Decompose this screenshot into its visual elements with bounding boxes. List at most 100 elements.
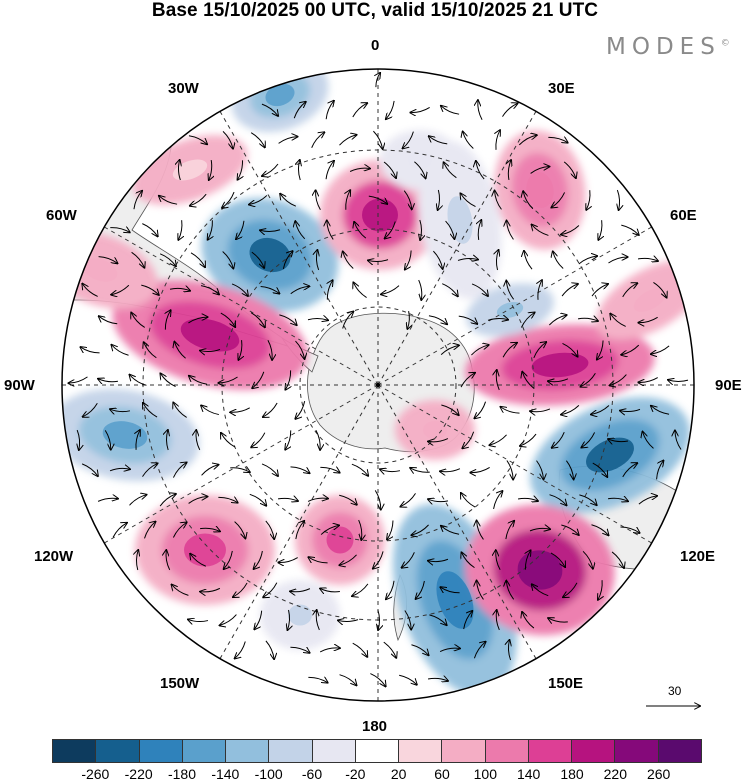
wind-vector: [638, 316, 658, 322]
wind-vector: [592, 462, 607, 477]
wind-vector: [548, 315, 566, 326]
wind-vector: [295, 521, 304, 540]
wind-vector: [548, 137, 567, 142]
wind-vector: [320, 525, 339, 535]
wind-vector: [445, 220, 455, 239]
wind-vector: [159, 196, 178, 205]
wind-vector: [502, 103, 517, 117]
wind-vector: [440, 468, 461, 472]
colorbar-swatch: [615, 739, 659, 763]
wind-vector: [104, 430, 111, 449]
wind-vector: [339, 135, 356, 146]
wind-vector: [378, 609, 380, 630]
wind-vector: [172, 522, 186, 538]
wind-vector: [370, 673, 385, 687]
wind-vector: [610, 314, 626, 327]
wind-vector: [188, 317, 207, 324]
wind-vector: [471, 345, 488, 356]
wind-vector: [440, 345, 459, 356]
wind-vector: [290, 466, 310, 473]
wind-vector: [611, 551, 624, 568]
wind-vector: [316, 190, 321, 210]
wind-vector: [178, 160, 180, 181]
wind-vector: [234, 521, 246, 539]
wind-vector: [579, 494, 596, 505]
wind-vector: [376, 73, 380, 88]
wind-vector: [457, 258, 478, 260]
wind-vector: [493, 491, 503, 510]
wind-vector: [307, 498, 328, 502]
wind-vector: [277, 498, 298, 501]
wind-vector: [617, 189, 619, 210]
wind-vector: [278, 137, 298, 144]
wind-vector: [144, 342, 157, 359]
wind-vector: [220, 312, 235, 327]
wind-vector: [637, 258, 658, 261]
wind-vector: [315, 429, 320, 450]
wind-vector: [327, 280, 332, 300]
colorbar-swatch: [399, 739, 443, 763]
lon-label-90w: 90W: [4, 377, 35, 394]
wind-vector: [520, 312, 534, 328]
wind-vector: [82, 284, 98, 297]
wind-vector: [111, 284, 130, 294]
wind-vector: [98, 256, 118, 264]
wind-vector: [496, 250, 498, 271]
anomaly-core: [362, 198, 398, 232]
wind-vector: [428, 499, 449, 501]
wind-vector: [368, 195, 387, 204]
wind-vector: [591, 405, 610, 415]
wind-vector: [338, 620, 359, 622]
wind-vector: [260, 285, 280, 293]
wind-vector: [143, 403, 158, 418]
colorbar-swatch: [658, 739, 702, 763]
lon-label-60w: 60W: [46, 207, 77, 224]
wind-vector: [308, 677, 327, 682]
wind-vector: [236, 220, 245, 239]
wind-vector: [209, 159, 212, 180]
wind-vector: [581, 432, 596, 447]
wind-vector: [224, 550, 233, 569]
wind-vector: [462, 431, 475, 449]
wind-vector: [352, 583, 369, 596]
wind-vector: [414, 161, 425, 179]
anomaly-core: [531, 352, 589, 378]
wind-vector: [529, 528, 550, 530]
wind-vector: [142, 463, 157, 477]
wind-vector: [463, 611, 473, 630]
anomaly-core: [265, 83, 295, 107]
wind-vector: [563, 161, 576, 178]
wind-vector: [470, 466, 490, 472]
colorbar-tick-label: 180: [560, 766, 584, 782]
wind-vector: [316, 250, 318, 271]
wind-vector: [418, 279, 422, 300]
wind-vector: [548, 618, 568, 622]
wind-vector: [280, 194, 297, 207]
wind-vector: [442, 283, 458, 297]
wind-vector: [487, 318, 508, 320]
wind-vector: [403, 190, 412, 210]
anomaly-core: [423, 421, 447, 439]
wind-vector: [159, 494, 176, 507]
chart-title: Base 15/10/2025 00 UTC, valid 15/10/2025…: [151, 0, 599, 21]
wind-vector: [230, 407, 250, 413]
wind-vector: [293, 102, 306, 119]
wind-vector: [129, 495, 147, 506]
anomaly-core: [180, 318, 240, 352]
wind-vector: [285, 370, 290, 389]
colorbar-tick-label: 260: [646, 766, 671, 782]
lon-label-180: 180: [362, 718, 388, 735]
colorbar-tick-label: -140: [211, 766, 240, 782]
wind-vector: [279, 314, 296, 325]
wind-vector: [438, 189, 440, 210]
wind-vector: [295, 401, 306, 419]
wind-vector: [200, 587, 221, 592]
wind-vector: [238, 340, 241, 360]
wind-vector: [474, 401, 487, 419]
wind-vector: [69, 376, 88, 383]
wind-vector: [477, 521, 484, 540]
wind-vector: [608, 439, 629, 442]
wind-vector: [172, 462, 186, 478]
wind-vector: [383, 161, 396, 178]
wind-vector: [399, 674, 417, 684]
